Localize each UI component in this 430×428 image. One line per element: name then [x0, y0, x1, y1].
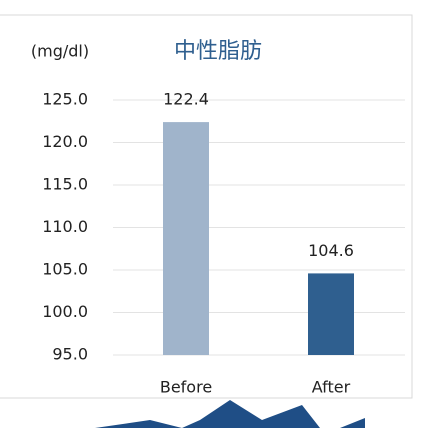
x-tick-label: After [312, 378, 351, 397]
y-tick-label: 110.0 [42, 217, 88, 236]
y-tick-label: 125.0 [42, 90, 88, 109]
y-axis-label: (mg/dl) [31, 42, 89, 61]
chart-title: 中性脂肪 [174, 39, 262, 64]
data-label: 122.4 [163, 90, 209, 109]
y-tick-label: 105.0 [42, 260, 88, 279]
y-tick-label: 115.0 [42, 175, 88, 194]
data-label: 104.6 [308, 241, 354, 260]
y-tick-label: 100.0 [42, 302, 88, 321]
frame [0, 14, 413, 399]
y-tick-label: 120.0 [42, 132, 88, 151]
y-tick-label: 95.0 [52, 345, 88, 364]
x-tick-label: Before [160, 378, 212, 397]
bar [163, 122, 209, 355]
bar [308, 273, 354, 355]
decoration [95, 400, 365, 428]
